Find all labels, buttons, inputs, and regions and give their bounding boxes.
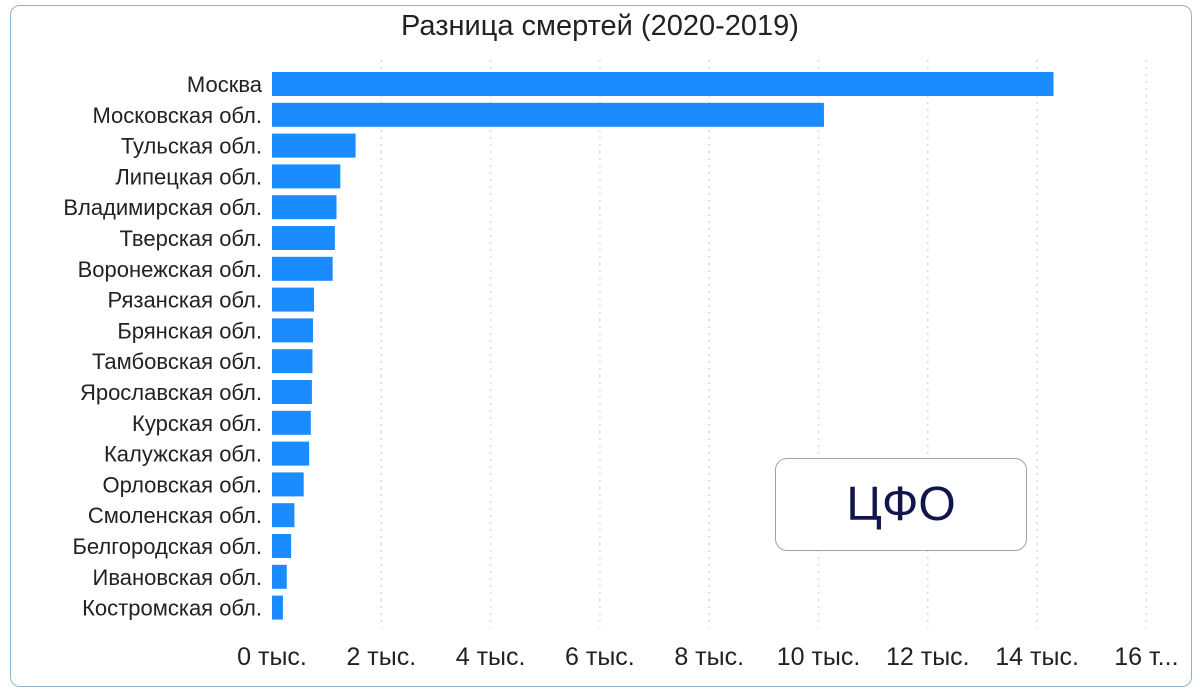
bar bbox=[272, 226, 335, 250]
chart-title: Разница смертей (2020-2019) bbox=[401, 10, 799, 42]
category-label: Костромская обл. bbox=[82, 596, 262, 621]
bar bbox=[272, 472, 304, 497]
category-label: Брянская обл. bbox=[117, 318, 262, 343]
bar bbox=[272, 164, 341, 189]
x-tick-label: 12 тыс. bbox=[886, 643, 970, 671]
region-badge: ЦФО bbox=[775, 458, 1027, 551]
bar bbox=[272, 534, 292, 558]
category-label: Московская обл. bbox=[92, 103, 262, 128]
category-label: Калужская обл. bbox=[104, 442, 262, 467]
category-label: Тульская обл. bbox=[121, 134, 262, 159]
bar bbox=[272, 102, 824, 127]
x-tick-label: 8 тыс. bbox=[674, 643, 744, 671]
x-tick-label: 14 тыс. bbox=[995, 643, 1079, 671]
bar bbox=[272, 349, 313, 374]
category-label: Белгородская обл. bbox=[72, 534, 262, 559]
x-tick-label: 2 тыс. bbox=[346, 643, 416, 671]
bar bbox=[272, 287, 315, 312]
category-label: Курская обл. bbox=[132, 411, 262, 436]
category-label: Ярославская обл. bbox=[80, 380, 262, 405]
category-label: Тверская обл. bbox=[119, 226, 262, 251]
x-tick-label: 10 тыс. bbox=[777, 643, 861, 671]
bar bbox=[272, 410, 311, 435]
x-tick-label: 16 т... bbox=[1114, 643, 1178, 671]
category-label: Ивановская обл. bbox=[93, 565, 262, 590]
category-label: Москва bbox=[187, 72, 263, 97]
bar bbox=[272, 380, 312, 404]
bar bbox=[272, 595, 283, 620]
bar bbox=[272, 256, 333, 281]
bar bbox=[272, 318, 313, 343]
category-label: Липецкая обл. bbox=[115, 164, 262, 189]
category-label: Рязанская обл. bbox=[108, 288, 263, 313]
category-label: Воронежская обл. bbox=[78, 257, 262, 282]
x-tick-label: 0 тыс. bbox=[237, 643, 307, 671]
bar bbox=[272, 195, 337, 220]
bar bbox=[272, 564, 287, 589]
category-label: Орловская обл. bbox=[102, 472, 262, 497]
bar bbox=[272, 72, 1054, 96]
x-tick-label: 6 тыс. bbox=[565, 643, 635, 671]
category-label: Владимирская обл. bbox=[63, 195, 262, 220]
bar bbox=[272, 133, 356, 158]
bar bbox=[272, 503, 295, 528]
category-label: Тамбовская обл. bbox=[92, 349, 262, 374]
bar bbox=[272, 441, 310, 466]
x-tick-label: 4 тыс. bbox=[456, 643, 526, 671]
category-label: Смоленская обл. bbox=[88, 503, 262, 528]
